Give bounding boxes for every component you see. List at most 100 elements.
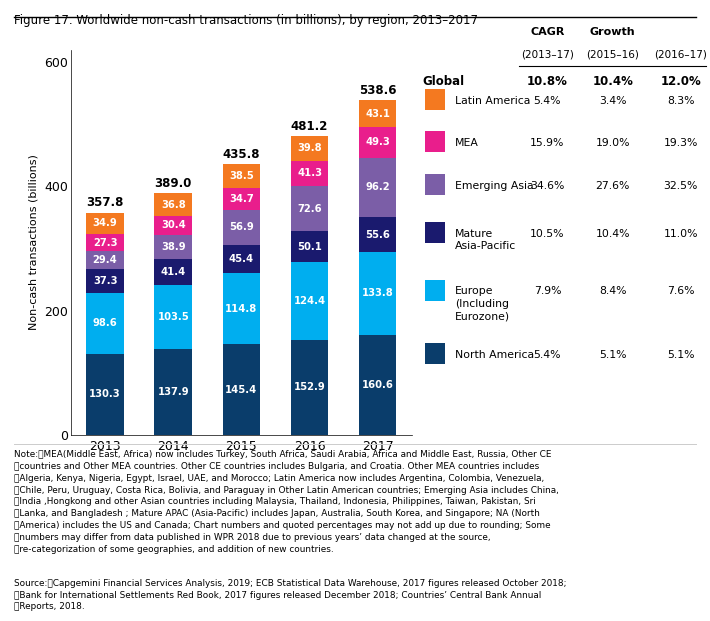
Text: 10.8%: 10.8% (527, 75, 568, 88)
Bar (223, 273, 260, 345)
Bar (359, 252, 396, 335)
Text: 538.6: 538.6 (359, 84, 396, 97)
Text: 435.8: 435.8 (223, 148, 260, 161)
FancyBboxPatch shape (425, 174, 445, 195)
Text: 8.3%: 8.3% (667, 96, 694, 106)
FancyBboxPatch shape (425, 131, 445, 153)
Text: 38.5: 38.5 (229, 171, 253, 181)
Text: 27.6%: 27.6% (596, 181, 630, 191)
Text: 30.4: 30.4 (161, 220, 185, 230)
Text: Europe
(Including
Eurozone): Europe (Including Eurozone) (455, 286, 510, 321)
Bar (155, 216, 192, 235)
Bar (291, 136, 328, 161)
Bar (223, 345, 260, 435)
Text: Emerging Asia: Emerging Asia (455, 181, 534, 191)
Text: 160.6: 160.6 (362, 380, 393, 390)
Text: 19.0%: 19.0% (596, 138, 630, 148)
Text: 38.9: 38.9 (161, 242, 185, 252)
FancyBboxPatch shape (425, 279, 445, 301)
Bar (155, 259, 192, 285)
Text: 41.4: 41.4 (160, 267, 186, 277)
Text: 41.3: 41.3 (297, 168, 322, 178)
Bar (87, 251, 124, 270)
Text: 357.8: 357.8 (87, 196, 124, 209)
Text: Global: Global (422, 75, 464, 88)
Bar (155, 285, 192, 349)
Bar (155, 349, 192, 435)
Text: 27.3: 27.3 (93, 238, 117, 248)
Text: 50.1: 50.1 (297, 242, 322, 252)
Text: 137.9: 137.9 (158, 387, 189, 397)
Bar (223, 210, 260, 245)
Text: Figure 17. Worldwide non-cash transactions (in billions), by region, 2013–2017: Figure 17. Worldwide non-cash transactio… (14, 14, 479, 27)
Text: 114.8: 114.8 (225, 304, 258, 314)
Text: 12.0%: 12.0% (660, 75, 701, 88)
Text: 481.2: 481.2 (291, 120, 328, 133)
Text: (2016–17): (2016–17) (655, 50, 707, 60)
Bar (223, 164, 260, 188)
Text: 133.8: 133.8 (362, 288, 393, 299)
Bar (223, 188, 260, 210)
Bar (87, 354, 124, 435)
Y-axis label: Non-cash transactions (billions): Non-cash transactions (billions) (29, 154, 39, 330)
Text: 19.3%: 19.3% (664, 138, 698, 148)
Text: 3.4%: 3.4% (599, 96, 626, 106)
Text: 103.5: 103.5 (158, 312, 189, 322)
Text: Source:	Capgemini Financial Services Analysis, 2019; ECB Statistical Data Wareho: Source: Capgemini Financial Services Ana… (14, 579, 567, 611)
Text: 124.4: 124.4 (293, 296, 326, 306)
Text: 36.8: 36.8 (161, 199, 185, 210)
Bar (223, 245, 260, 273)
Bar (359, 217, 396, 252)
Text: 145.4: 145.4 (225, 384, 258, 394)
Text: 130.3: 130.3 (89, 389, 121, 399)
Text: MEA: MEA (455, 138, 479, 148)
Text: Latin America: Latin America (455, 96, 530, 106)
Text: 29.4: 29.4 (93, 255, 117, 265)
Text: Growth: Growth (590, 27, 635, 37)
Text: 10.4%: 10.4% (596, 229, 630, 238)
Text: 55.6: 55.6 (365, 230, 390, 240)
Text: 5.1%: 5.1% (599, 350, 626, 360)
Text: (2015–16): (2015–16) (586, 50, 639, 60)
Bar (291, 161, 328, 186)
Text: 11.0%: 11.0% (664, 229, 698, 238)
Bar (87, 270, 124, 292)
Text: 10.4%: 10.4% (592, 75, 633, 88)
Bar (291, 232, 328, 263)
Text: 37.3: 37.3 (93, 276, 117, 286)
Text: 152.9: 152.9 (294, 382, 325, 392)
Bar (87, 292, 124, 354)
Text: 34.9: 34.9 (93, 219, 117, 229)
Text: Note:	MEA(Middle East, Africa) now includes Turkey, South Africa, Saudi Arabia, : Note: MEA(Middle East, Africa) now inclu… (14, 450, 559, 554)
Text: North America: North America (455, 350, 534, 360)
Bar (155, 235, 192, 259)
Bar (291, 186, 328, 232)
Text: 10.5%: 10.5% (530, 229, 564, 238)
FancyBboxPatch shape (425, 343, 445, 365)
FancyBboxPatch shape (425, 222, 445, 243)
Bar (359, 127, 396, 158)
Bar (87, 234, 124, 251)
Text: 15.9%: 15.9% (530, 138, 564, 148)
FancyBboxPatch shape (425, 89, 445, 110)
Bar (291, 340, 328, 435)
Text: 7.9%: 7.9% (534, 286, 561, 296)
Text: 49.3: 49.3 (366, 137, 390, 147)
Text: 8.4%: 8.4% (599, 286, 626, 296)
Text: 5.4%: 5.4% (534, 96, 561, 106)
Bar (359, 335, 396, 435)
Text: 39.8: 39.8 (297, 143, 322, 153)
Text: 96.2: 96.2 (366, 183, 390, 193)
Bar (359, 158, 396, 217)
Bar (359, 100, 396, 127)
Text: 34.6%: 34.6% (530, 181, 564, 191)
Text: 389.0: 389.0 (155, 177, 192, 190)
Text: CAGR: CAGR (530, 27, 564, 37)
Text: 5.1%: 5.1% (667, 350, 694, 360)
Text: 34.7: 34.7 (229, 194, 253, 204)
Text: (2013–17): (2013–17) (521, 50, 574, 60)
Text: Mature
Asia-Pacific: Mature Asia-Pacific (455, 229, 516, 251)
Text: 45.4: 45.4 (229, 254, 254, 264)
Text: 7.6%: 7.6% (667, 286, 694, 296)
Text: 32.5%: 32.5% (664, 181, 698, 191)
